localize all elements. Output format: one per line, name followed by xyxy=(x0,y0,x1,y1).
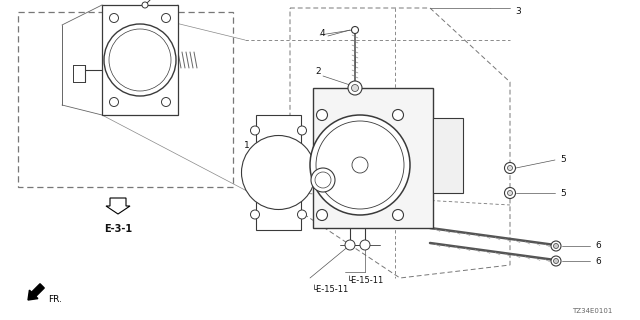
Circle shape xyxy=(554,259,559,263)
Text: └E-15-11: └E-15-11 xyxy=(347,276,384,285)
Text: 5: 5 xyxy=(560,188,566,197)
Circle shape xyxy=(161,13,170,22)
Circle shape xyxy=(508,165,513,171)
Circle shape xyxy=(310,115,410,215)
Circle shape xyxy=(551,256,561,266)
Bar xyxy=(18,12,233,187)
Circle shape xyxy=(317,109,328,121)
FancyArrow shape xyxy=(106,198,130,214)
Circle shape xyxy=(315,172,331,188)
Text: 5: 5 xyxy=(560,156,566,164)
Circle shape xyxy=(392,210,403,220)
Bar xyxy=(313,88,433,228)
Text: 6: 6 xyxy=(595,257,601,266)
Text: E-3-1: E-3-1 xyxy=(104,224,132,234)
Text: 6: 6 xyxy=(595,242,601,251)
Text: FR.: FR. xyxy=(48,295,62,305)
Circle shape xyxy=(104,24,176,96)
Circle shape xyxy=(554,244,559,249)
Circle shape xyxy=(351,84,358,92)
Circle shape xyxy=(298,126,307,135)
Circle shape xyxy=(109,98,118,107)
Circle shape xyxy=(316,121,404,209)
Circle shape xyxy=(551,241,561,251)
Text: 1: 1 xyxy=(244,140,250,149)
Circle shape xyxy=(311,168,335,192)
Circle shape xyxy=(348,81,362,95)
Circle shape xyxy=(317,210,328,220)
Circle shape xyxy=(161,98,170,107)
Text: 2: 2 xyxy=(315,68,321,76)
Circle shape xyxy=(298,210,307,219)
Bar xyxy=(256,115,301,230)
Text: TZ34E0101: TZ34E0101 xyxy=(572,308,612,314)
Circle shape xyxy=(250,210,259,219)
Circle shape xyxy=(352,157,368,173)
Circle shape xyxy=(345,240,355,250)
Circle shape xyxy=(142,2,148,8)
Circle shape xyxy=(508,190,513,196)
Text: 3: 3 xyxy=(515,7,521,17)
FancyArrow shape xyxy=(28,284,44,300)
Text: 4: 4 xyxy=(320,28,326,37)
Circle shape xyxy=(109,13,118,22)
Circle shape xyxy=(351,27,358,34)
Circle shape xyxy=(250,126,259,135)
Circle shape xyxy=(504,188,515,198)
Circle shape xyxy=(360,240,370,250)
Circle shape xyxy=(109,29,171,91)
Text: └E-15-11: └E-15-11 xyxy=(312,285,349,294)
Bar xyxy=(433,118,463,193)
Circle shape xyxy=(392,109,403,121)
Circle shape xyxy=(504,163,515,173)
Circle shape xyxy=(241,135,316,210)
Polygon shape xyxy=(102,5,178,115)
